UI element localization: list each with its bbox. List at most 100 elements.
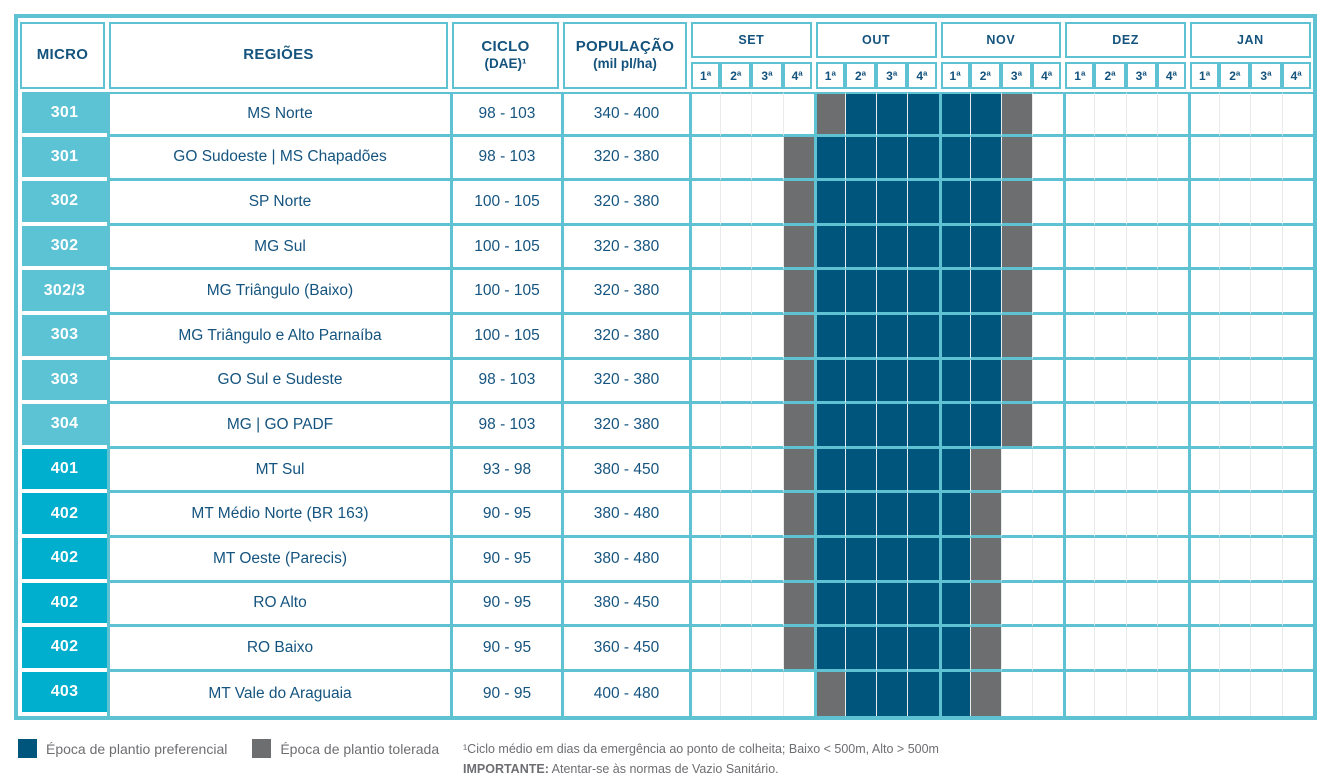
- empty-week-cell: [751, 448, 783, 494]
- header-populacao-label: (mil pl/ha): [593, 56, 657, 72]
- month-header-dez: DEZ: [1063, 18, 1188, 62]
- week-label: 1ª: [824, 68, 836, 83]
- empty-week-cell: [1000, 582, 1033, 628]
- preferencial-cell: [938, 314, 970, 360]
- region-cell: MT Médio Norte (BR 163): [107, 493, 450, 538]
- empty-week-cell: [1281, 225, 1313, 271]
- tolerada-cell: [782, 582, 814, 628]
- populacao-cell: 380 - 480: [561, 537, 689, 583]
- week-header: 2ª: [1219, 62, 1251, 92]
- region-cell: RO Alto: [107, 582, 450, 628]
- empty-week-cell: [1250, 404, 1282, 449]
- preferencial-cell: [876, 270, 908, 315]
- region-cell: MG Triângulo (Baixo): [107, 270, 450, 315]
- preferencial-cell: [938, 582, 970, 628]
- empty-week-cell: [1032, 359, 1064, 405]
- empty-week-cell: [751, 270, 783, 315]
- preferencial-cell: [907, 671, 939, 717]
- tolerada-label: Época de plantio tolerada: [280, 740, 440, 757]
- empty-week-cell: [1063, 448, 1095, 494]
- empty-week-cell: [1281, 270, 1313, 315]
- empty-week-cell: [1188, 270, 1220, 315]
- tolerada-cell: [1000, 404, 1033, 449]
- week-box: 1ª: [940, 62, 970, 89]
- empty-week-cell: [720, 225, 752, 271]
- tolerada-cell: [969, 448, 1001, 494]
- empty-week-cell: [689, 359, 721, 405]
- empty-week-cell: [1219, 314, 1251, 360]
- preferencial-cell: [844, 537, 877, 583]
- week-header: 4ª: [907, 62, 938, 92]
- preferencial-cell: [813, 181, 845, 226]
- empty-week-cell: [1125, 136, 1157, 182]
- empty-week-cell: [720, 181, 752, 226]
- empty-week-cell: [1094, 181, 1126, 226]
- header-micro-box: MICRO: [20, 22, 105, 89]
- week-label: 4ª: [1165, 68, 1177, 83]
- header-ciclo-label: CICLO: [481, 37, 530, 55]
- week-header: 4ª: [782, 62, 814, 92]
- week-header: 3ª: [751, 62, 783, 92]
- tolerada-cell: [1000, 181, 1033, 226]
- week-box: 4ª: [1032, 62, 1062, 89]
- tolerada-cell: [782, 270, 814, 315]
- empty-week-cell: [1219, 537, 1251, 583]
- week-box: 4ª: [907, 62, 937, 89]
- preferencial-cell: [813, 537, 845, 583]
- preferencial-cell: [938, 92, 970, 137]
- region-cell: GO Sul e Sudeste: [107, 359, 450, 405]
- week-box: 2ª: [720, 62, 752, 89]
- empty-week-cell: [1125, 404, 1157, 449]
- empty-week-cell: [1250, 627, 1282, 672]
- empty-week-cell: [751, 671, 783, 717]
- preferencial-cell: [813, 493, 845, 538]
- empty-week-cell: [1156, 225, 1188, 271]
- ciclo-cell: 90 - 95: [450, 627, 561, 672]
- preferencial-cell: [813, 314, 845, 360]
- ciclo-cell: 100 - 105: [450, 181, 561, 226]
- month-box: SET: [691, 22, 812, 58]
- preferencial-cell: [938, 493, 970, 538]
- ciclo-cell: 100 - 105: [450, 225, 561, 271]
- region-cell: SP Norte: [107, 181, 450, 226]
- preferencial-cell: [938, 270, 970, 315]
- footnote-importante: IMPORTANTE: Atentar-se às normas de Vazi…: [463, 760, 939, 779]
- empty-week-cell: [1281, 448, 1313, 494]
- preferencial-cell: [844, 582, 877, 628]
- empty-week-cell: [1032, 314, 1064, 360]
- week-label: 2ª: [979, 68, 991, 83]
- week-box: 4ª: [1156, 62, 1186, 89]
- ciclo-cell: 90 - 95: [450, 582, 561, 628]
- populacao-cell: 320 - 380: [561, 225, 689, 271]
- empty-week-cell: [720, 448, 752, 494]
- empty-week-cell: [1125, 270, 1157, 315]
- tolerada-cell: [813, 92, 845, 137]
- preferencial-cell: [876, 537, 908, 583]
- week-box: 2ª: [969, 62, 1001, 89]
- week-header: 2ª: [844, 62, 877, 92]
- preferencial-cell: [844, 314, 877, 360]
- preferencial-cell: [907, 92, 939, 137]
- preferencial-cell: [813, 270, 845, 315]
- footnote-ciclo: ¹Ciclo médio em dias da emergência ao po…: [463, 742, 939, 757]
- empty-week-cell: [1032, 270, 1064, 315]
- empty-week-cell: [1032, 181, 1064, 226]
- preferencial-cell: [844, 92, 877, 137]
- empty-week-cell: [1000, 448, 1033, 494]
- preferencial-cell: [813, 582, 845, 628]
- empty-week-cell: [689, 671, 721, 717]
- empty-week-cell: [1156, 582, 1188, 628]
- month-label: DEZ: [1112, 33, 1140, 47]
- populacao-cell: 400 - 480: [561, 671, 689, 717]
- region-cell: MT Vale do Araguaia: [107, 671, 450, 717]
- ciclo-cell: 90 - 95: [450, 493, 561, 538]
- week-label: 2ª: [1229, 68, 1241, 83]
- preferencial-cell: [876, 314, 908, 360]
- empty-week-cell: [1032, 537, 1064, 583]
- preferencial-cell: [969, 181, 1001, 226]
- header-regioes: REGIÕES: [107, 18, 450, 92]
- tolerada-cell: [782, 448, 814, 494]
- empty-week-cell: [1156, 627, 1188, 672]
- preferencial-cell: [907, 448, 939, 494]
- week-header: 2ª: [969, 62, 1001, 92]
